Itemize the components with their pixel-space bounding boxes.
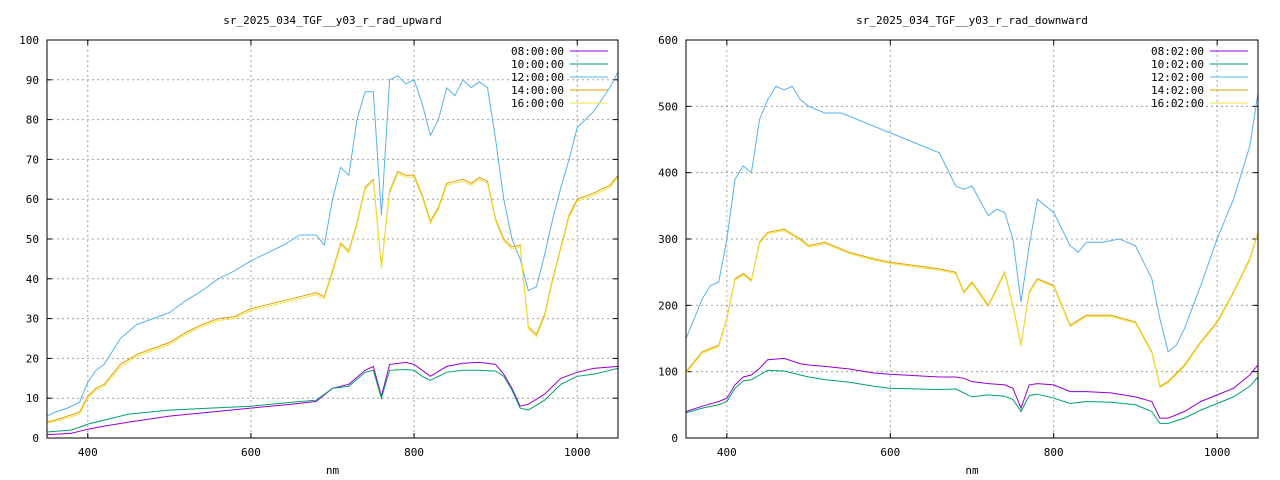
x-tick-label: 1000	[564, 446, 591, 459]
legend-label: 16:02:00	[1151, 97, 1204, 110]
series-line-10-02-00	[686, 369, 1258, 424]
y-tick-label: 40	[26, 273, 39, 286]
series-line-14-02-00	[686, 228, 1258, 388]
y-tick-label: 90	[26, 74, 39, 87]
series-line-10-00-00	[47, 367, 618, 433]
x-tick-label: 1000	[1204, 446, 1231, 459]
series-line-16-02-00	[686, 229, 1258, 389]
y-tick-label: 100	[19, 34, 39, 47]
y-tick-label: 600	[658, 34, 678, 47]
plot-frame	[685, 39, 1259, 439]
legend-label: 12:00:00	[511, 71, 564, 84]
y-tick-label: 70	[26, 153, 39, 166]
x-axis-label: nm	[326, 464, 340, 477]
legend-label: 10:00:00	[511, 58, 564, 71]
plot-area	[686, 85, 1258, 424]
legend-label: 08:02:00	[1151, 45, 1204, 58]
legend-label: 14:02:00	[1151, 84, 1204, 97]
series-line-08-02-00	[686, 357, 1258, 419]
y-tick-label: 200	[658, 299, 678, 312]
y-tick-label: 100	[658, 366, 678, 379]
plot-frame	[46, 39, 619, 439]
x-tick-label: 800	[1044, 446, 1064, 459]
y-tick-label: 50	[26, 233, 39, 246]
y-tick-label: 20	[26, 352, 39, 365]
x-tick-label: 400	[717, 446, 737, 459]
y-tick-label: 80	[26, 114, 39, 127]
series-line-16-00-00	[47, 172, 618, 424]
plot-area	[47, 71, 618, 436]
y-tick-label: 10	[26, 392, 39, 405]
x-tick-label: 400	[78, 446, 98, 459]
y-tick-label: 300	[658, 233, 678, 246]
y-tick-label: 400	[658, 167, 678, 180]
series-line-08-00-00	[47, 361, 618, 436]
series-line-14-00-00	[47, 170, 618, 423]
y-tick-label: 0	[671, 432, 678, 445]
chart-title: sr_2025_034_TGF__y03_r_rad_downward	[856, 14, 1088, 27]
legend-label: 08:00:00	[511, 45, 564, 58]
series-line-12-00-00	[47, 71, 618, 417]
y-tick-label: 60	[26, 193, 39, 206]
legend-label: 14:00:00	[511, 84, 564, 97]
y-tick-label: 30	[26, 313, 39, 326]
y-tick-label: 0	[32, 432, 39, 445]
x-tick-label: 600	[880, 446, 900, 459]
x-tick-label: 800	[404, 446, 424, 459]
x-tick-label: 600	[241, 446, 261, 459]
legend-label: 16:00:00	[511, 97, 564, 110]
x-axis-label: nm	[965, 464, 979, 477]
legend-label: 10:02:00	[1151, 58, 1204, 71]
downward-radiance-chart: sr_2025_034_TGF__y03_r_rad_downward 0 100 2…	[658, 14, 1259, 477]
y-tick-label: 500	[658, 100, 678, 113]
upward-radiance-chart: sr_2025_034_TGF__y03_r_rad_upward 0 10 20 30…	[19, 14, 619, 477]
series-line-12-02-00	[686, 85, 1258, 353]
chart-title: sr_2025_034_TGF__y03_r_rad_upward	[223, 14, 442, 27]
legend-label: 12:02:00	[1151, 71, 1204, 84]
